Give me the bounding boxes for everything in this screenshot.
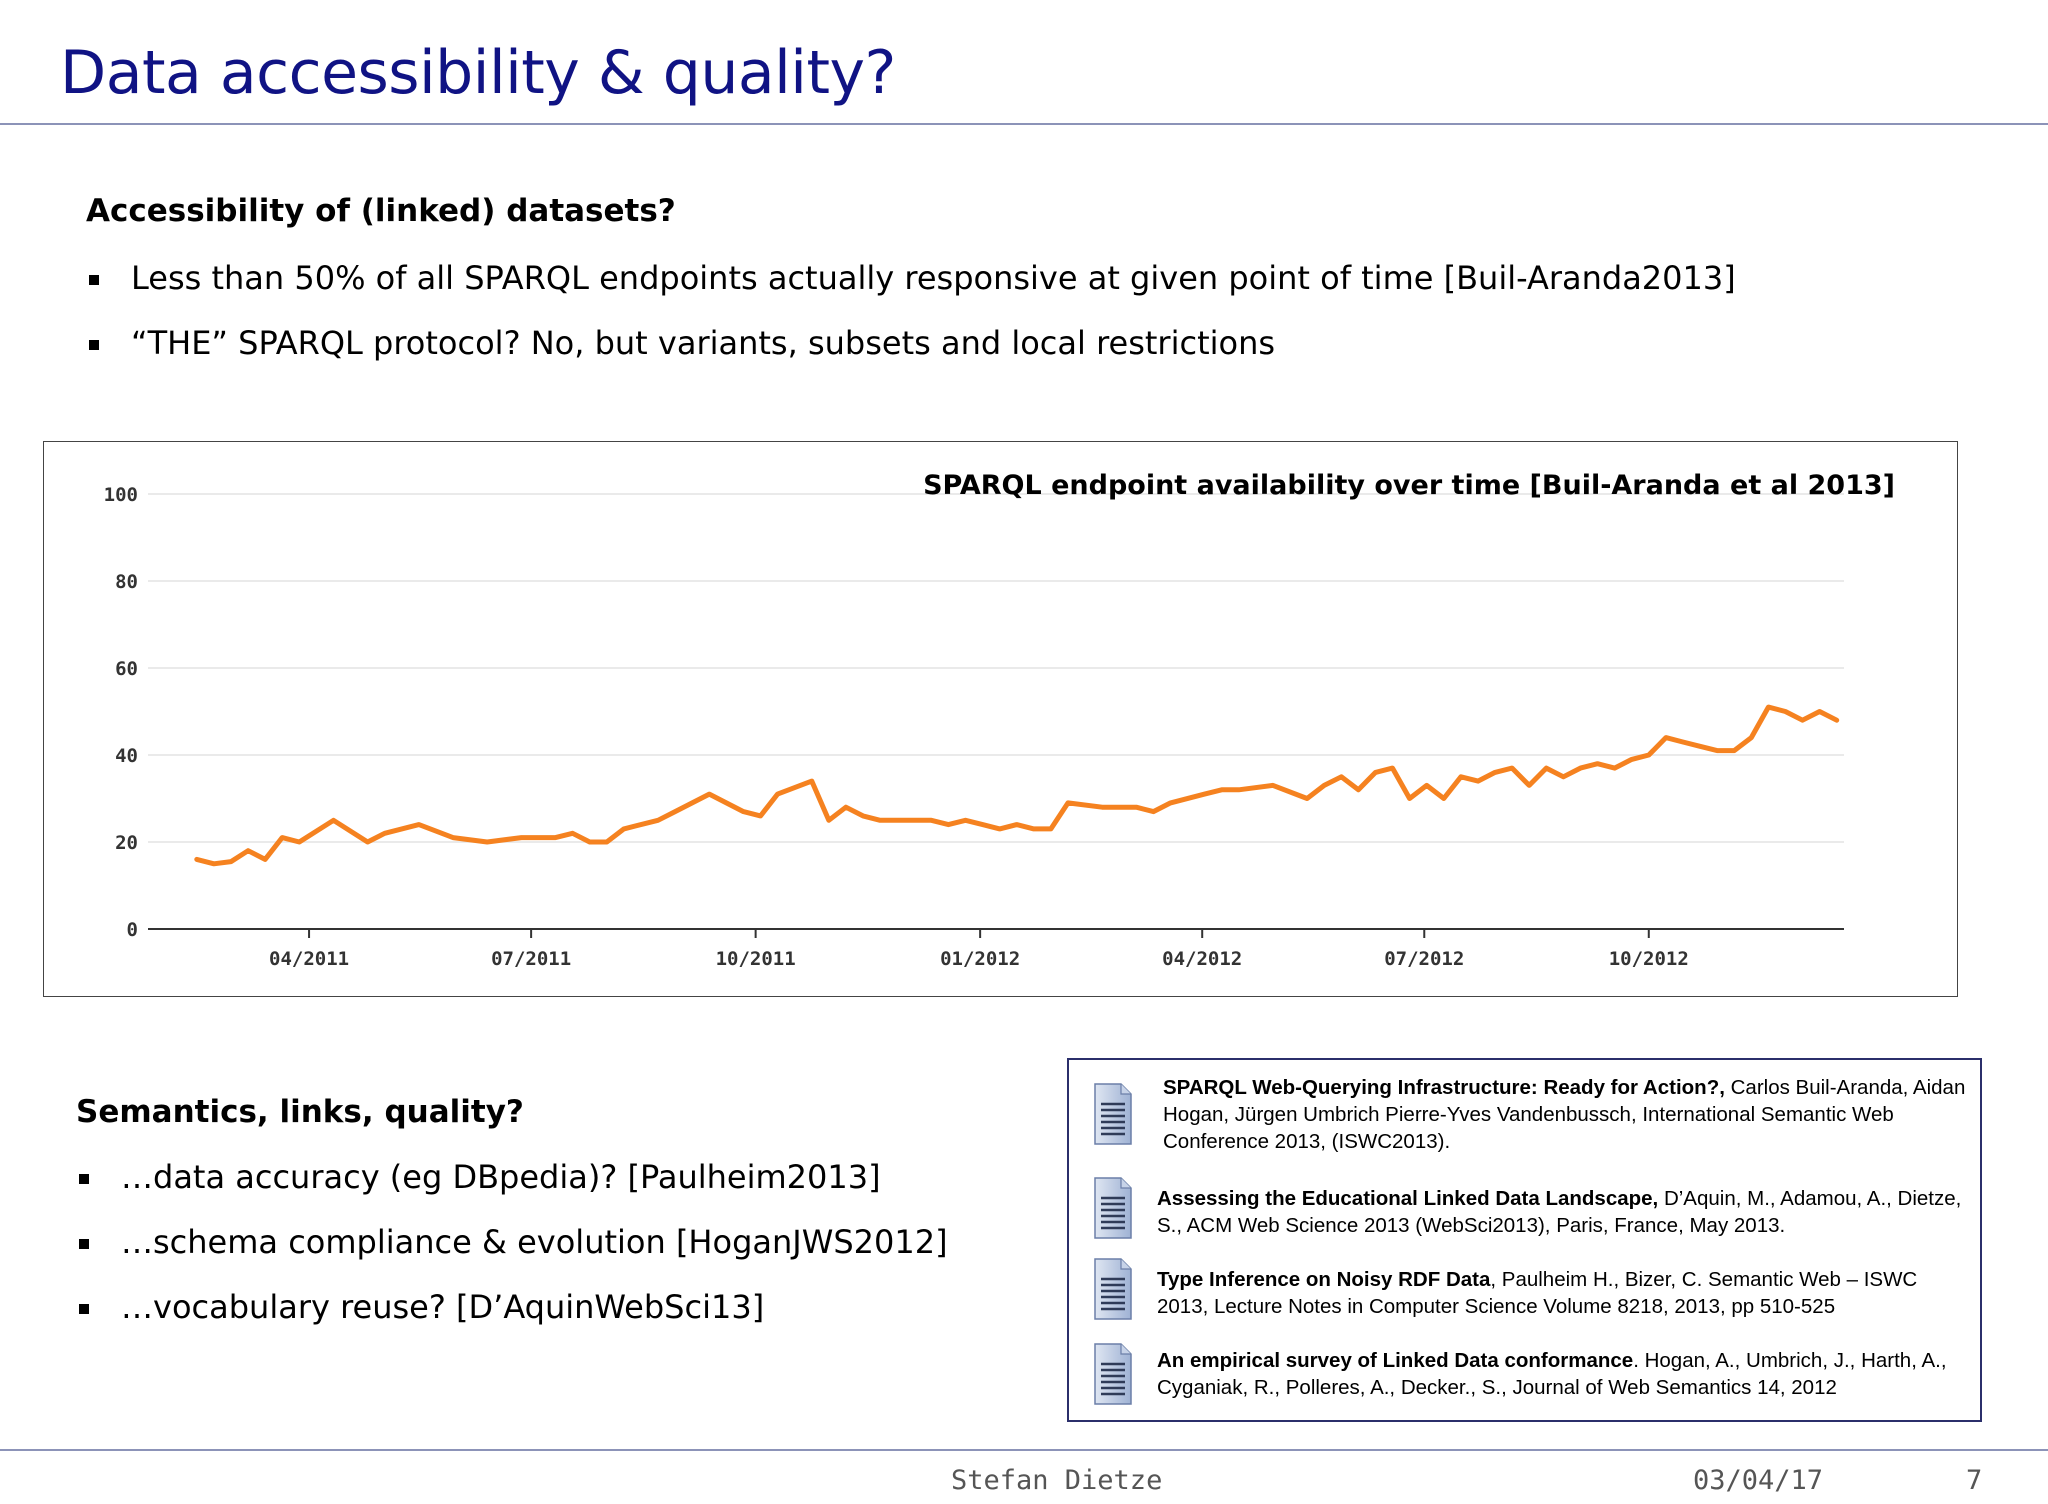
footer-date: 03/04/17 bbox=[1693, 1465, 1824, 1496]
reference-title: An empirical survey of Linked Data confo… bbox=[1157, 1349, 1634, 1372]
x-tick-label: 07/2012 bbox=[1384, 948, 1464, 970]
y-tick-label: 40 bbox=[115, 745, 138, 767]
section-heading-accessibility: Accessibility of (linked) datasets? bbox=[86, 193, 676, 229]
x-tick-label: 04/2011 bbox=[269, 948, 349, 970]
bullet-item: …vocabulary reuse? [D’AquinWebSci13] bbox=[76, 1288, 948, 1353]
document-icon bbox=[1094, 1177, 1132, 1239]
section-heading-quality: Semantics, links, quality? bbox=[76, 1094, 524, 1130]
reference-item: Assessing the Educational Linked Data La… bbox=[1157, 1185, 1969, 1239]
document-icon bbox=[1094, 1083, 1132, 1145]
bullet-item: “THE” SPARQL protocol? No, but variants,… bbox=[86, 324, 1736, 389]
x-tick-label: 07/2011 bbox=[491, 948, 571, 970]
reference-item: Type Inference on Noisy RDF Data, Paulhe… bbox=[1157, 1266, 1969, 1320]
availability-series-line bbox=[194, 704, 1840, 867]
bullet-item: …data accuracy (eg DBpedia)? [Paulheim20… bbox=[76, 1158, 948, 1223]
title-divider bbox=[0, 123, 2048, 125]
x-tick-label: 10/2011 bbox=[716, 948, 796, 970]
document-icon bbox=[1094, 1343, 1132, 1405]
y-tick-label: 100 bbox=[104, 484, 138, 506]
reference-details: D’Aquin, M., Adamou, A., Dietze, S., ACM… bbox=[1157, 1187, 1962, 1237]
bullet-item: …schema compliance & evolution [HoganJWS… bbox=[76, 1223, 948, 1288]
reference-details: Carlos Buil-Aranda, Aidan Hogan, Jürgen … bbox=[1163, 1076, 1966, 1153]
y-tick-label: 60 bbox=[115, 658, 138, 680]
footer-author: Stefan Dietze bbox=[951, 1465, 1163, 1496]
reference-title: Assessing the Educational Linked Data La… bbox=[1157, 1187, 1659, 1210]
y-tick-label: 0 bbox=[127, 919, 138, 941]
reference-details: , Paulheim H., Bizer, C. Semantic Web – … bbox=[1157, 1268, 1918, 1318]
y-tick-label: 20 bbox=[115, 832, 138, 854]
x-tick-label: 04/2012 bbox=[1162, 948, 1242, 970]
chart-plot: 0 20 40 60 80 100 04/2011 07/2011 10/2011 01/2012… bbox=[104, 484, 1844, 970]
availability-chart: 0 20 40 60 80 100 04/2011 07/2011 10/2011 01/2012… bbox=[43, 441, 1958, 997]
x-tick-label: 10/2012 bbox=[1609, 948, 1689, 970]
bullet-item: Less than 50% of all SPARQL endpoints ac… bbox=[86, 259, 1736, 324]
references-box: SPARQL Web-Querying Infrastructure: Read… bbox=[1067, 1058, 1982, 1422]
x-tick-label: 01/2012 bbox=[940, 948, 1020, 970]
accessibility-bullets: Less than 50% of all SPARQL endpoints ac… bbox=[86, 259, 1736, 389]
footer-divider bbox=[0, 1449, 2048, 1451]
reference-details: . Hogan, A., Umbrich, J., Harth, A., Cyg… bbox=[1157, 1349, 1947, 1399]
y-tick-label: 80 bbox=[115, 571, 138, 593]
document-icon bbox=[1094, 1258, 1132, 1320]
reference-item: SPARQL Web-Querying Infrastructure: Read… bbox=[1163, 1074, 1968, 1155]
slide-title: Data accessibility & quality? bbox=[60, 38, 896, 108]
reference-item: An empirical survey of Linked Data confo… bbox=[1157, 1347, 1969, 1401]
quality-bullets: …data accuracy (eg DBpedia)? [Paulheim20… bbox=[76, 1158, 948, 1353]
chart-title: SPARQL endpoint availability over time [… bbox=[923, 470, 1895, 501]
reference-title: SPARQL Web-Querying Infrastructure: Read… bbox=[1163, 1076, 1725, 1099]
reference-title: Type Inference on Noisy RDF Data bbox=[1157, 1268, 1491, 1291]
slide-number: 7 bbox=[1966, 1465, 1983, 1496]
